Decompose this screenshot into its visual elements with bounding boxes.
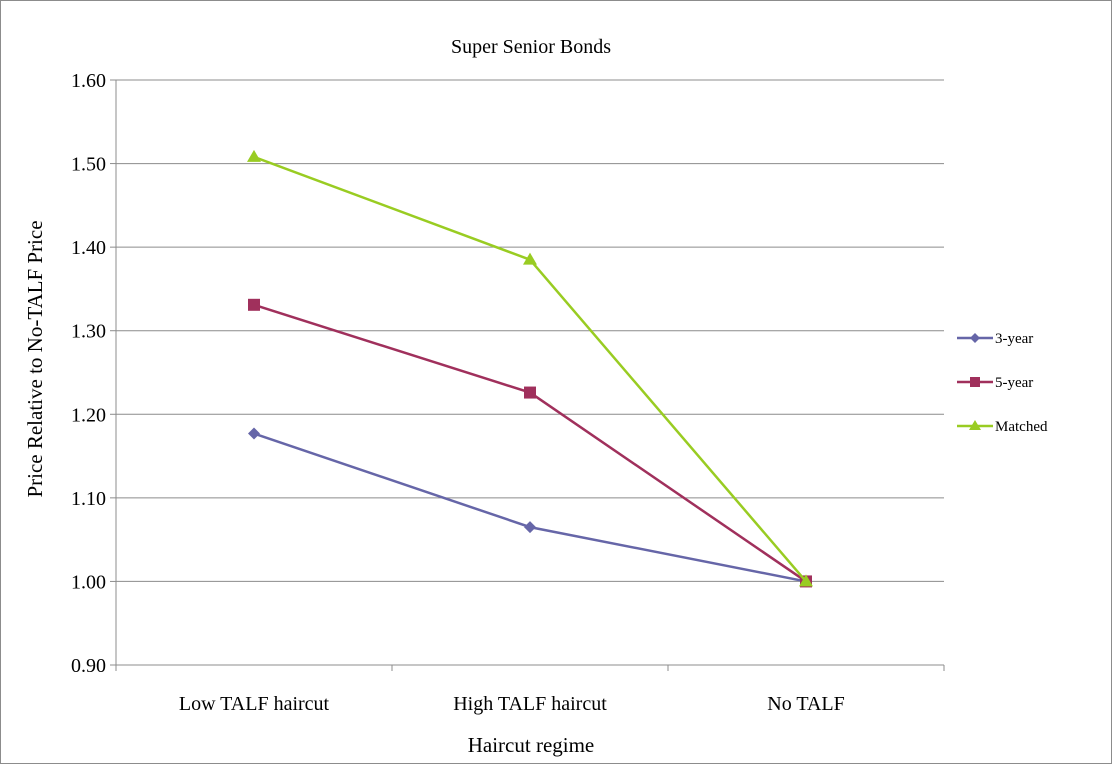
axes: 0.90 1.00 1.10 1.20 1.30 1.40 1.50 1.60 Low TALF… xyxy=(71,70,945,715)
x-tick-label: Low TALF haircut xyxy=(179,693,330,715)
y-tick-label: 0.90 xyxy=(71,655,106,677)
chart-title: Super Senior Bonds xyxy=(451,36,611,58)
legend-label: Matched xyxy=(995,419,1048,435)
y-axis-title: Price Relative to No-TALF Price xyxy=(23,220,47,497)
x-tick-label: No TALF xyxy=(767,693,844,715)
data-point xyxy=(247,149,261,162)
series-5-year xyxy=(248,298,812,588)
data-point xyxy=(248,427,260,440)
legend-label: 3-year xyxy=(995,331,1033,347)
x-axis-title: Haircut regime xyxy=(468,733,595,757)
legend-item: Matched xyxy=(957,419,1048,435)
y-tick-label: 1.40 xyxy=(71,237,106,259)
series-line xyxy=(253,303,807,583)
y-tick-label: 1.50 xyxy=(71,154,106,176)
y-tick-label: 1.00 xyxy=(71,571,106,593)
data-point xyxy=(523,252,537,265)
data-point xyxy=(524,386,536,399)
data-point xyxy=(970,333,980,343)
series-line xyxy=(253,155,807,583)
data-point xyxy=(248,298,260,311)
data-point xyxy=(799,574,813,587)
legend-item: 5-year xyxy=(957,375,1033,391)
x-tick-label: High TALF haircut xyxy=(453,693,607,715)
y-tick-label: 1.10 xyxy=(71,488,106,510)
legend-label: 5-year xyxy=(995,375,1033,391)
data-point xyxy=(970,377,980,387)
data-point xyxy=(969,420,981,430)
y-tick-label: 1.30 xyxy=(71,321,106,343)
grid-lines xyxy=(116,79,944,582)
series-matched xyxy=(247,149,813,587)
y-tick-label: 1.60 xyxy=(71,70,106,92)
series-3-year xyxy=(248,427,812,588)
data-point xyxy=(524,521,536,534)
y-tick-label: 1.20 xyxy=(71,404,106,426)
series-line xyxy=(253,432,807,583)
series-lines xyxy=(247,149,813,588)
legend-item: 3-year xyxy=(957,331,1033,347)
legend: 3-year 5-year Matched xyxy=(957,331,1048,435)
